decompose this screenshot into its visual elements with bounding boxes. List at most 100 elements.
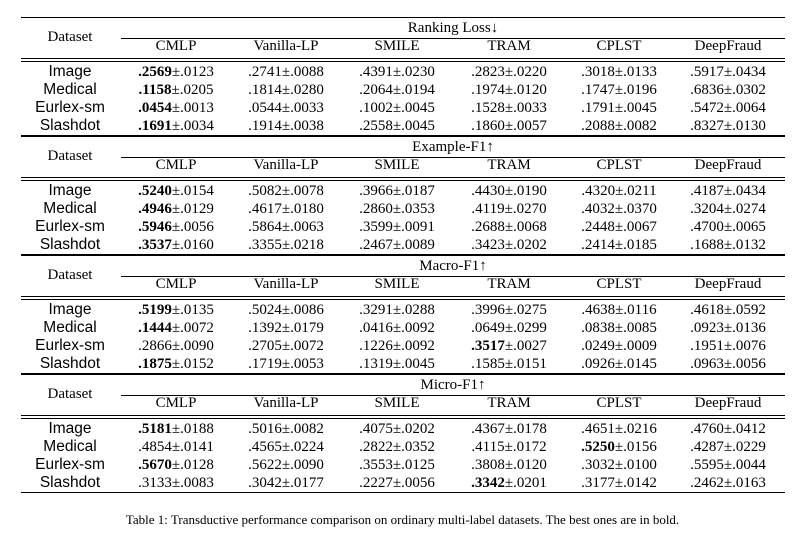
score-mean: .1747 <box>581 82 615 98</box>
score-std: ±.0090 <box>281 457 324 473</box>
score-mean: .3553 <box>359 457 393 473</box>
dataset-name: Image <box>48 63 92 80</box>
score-std: ±.0156 <box>614 439 657 455</box>
score-mean: .2860 <box>359 201 393 217</box>
column-header: Vanilla-LP <box>253 276 319 292</box>
score-std: ±.0092 <box>392 320 435 336</box>
score-std: ±.0190 <box>504 183 547 199</box>
score-cell: .2866±.0090 <box>120 338 232 355</box>
score-std: ±.0185 <box>614 237 657 253</box>
score-mean: .5622 <box>248 457 282 473</box>
metric-underline <box>121 157 785 158</box>
score-cell: .2414±.0185 <box>563 237 675 254</box>
score-std: ±.0088 <box>281 64 324 80</box>
score-mean: .4119 <box>471 201 505 217</box>
score-std: ±.0216 <box>614 421 657 437</box>
score-cell: .1974±.0120 <box>453 82 565 99</box>
column-header: DeepFraud <box>694 157 762 173</box>
score-std: ±.0202 <box>504 237 547 253</box>
score-std: ±.0033 <box>281 100 324 116</box>
score-cell: .0838±.0085 <box>563 320 675 337</box>
score-std: ±.0056 <box>723 356 766 372</box>
score-mean: .3423 <box>471 237 505 253</box>
column-header: CMLP <box>155 276 197 292</box>
score-mean: .3966 <box>359 183 393 199</box>
score-mean: .2448 <box>581 219 615 235</box>
score-cell: .2822±.0352 <box>341 439 453 456</box>
score-std: ±.0224 <box>281 439 324 455</box>
score-mean: .4760 <box>690 421 724 437</box>
best-score: .3537 <box>138 237 172 253</box>
metric-section: Dataset Macro-F1↑ CMLP Vanilla-LP SMILE TRAM C… <box>21 255 785 374</box>
score-mean: .4700 <box>690 219 724 235</box>
score-std: ±.0038 <box>281 118 324 134</box>
score-std: ±.0187 <box>392 183 435 199</box>
score-mean: .4187 <box>690 183 724 199</box>
score-std: ±.0091 <box>392 219 435 235</box>
column-header: DeepFraud <box>694 276 762 292</box>
score-mean: .5024 <box>248 302 282 318</box>
score-cell: .0544±.0033 <box>230 100 342 117</box>
score-mean: .0963 <box>690 356 724 372</box>
metric-section: Dataset Ranking Loss↓ CMLP Vanilla-LP SMILE T… <box>21 17 785 136</box>
score-cell: .2064±.0194 <box>341 82 453 99</box>
score-std: ±.0120 <box>504 82 547 98</box>
dataset-name: Medical <box>43 438 97 455</box>
score-mean: .4638 <box>581 302 616 318</box>
score-cell: .1691±.0034 <box>120 118 232 135</box>
bottom-rule <box>21 492 785 493</box>
score-cell: .5250±.0156 <box>563 439 675 456</box>
dataset-header: Dataset <box>47 267 93 283</box>
score-mean: .4391 <box>359 64 393 80</box>
score-cell: .4320±.0211 <box>563 183 675 200</box>
score-std: ±.0092 <box>392 338 435 354</box>
score-std: ±.0128 <box>171 457 214 473</box>
score-cell: .4187±.0434 <box>672 183 784 200</box>
score-mean: .3599 <box>359 219 393 235</box>
metric-underline <box>121 38 785 39</box>
score-std: ±.0045 <box>614 100 657 116</box>
score-cell: .3042±.0177 <box>230 475 342 492</box>
score-mean: .1814 <box>248 82 282 98</box>
score-mean: .0649 <box>471 320 505 336</box>
top-rule <box>21 255 785 256</box>
score-cell: .1719±.0053 <box>230 356 342 373</box>
score-std: ±.0270 <box>504 201 547 217</box>
score-cell: .3808±.0120 <box>453 457 565 474</box>
score-std: ±.0229 <box>723 439 766 455</box>
score-mean: .5864 <box>248 219 282 235</box>
score-mean: .3204 <box>690 201 724 217</box>
score-std: ±.0275 <box>504 302 547 318</box>
score-mean: .3291 <box>359 302 393 318</box>
score-cell: .4618±.0592 <box>672 302 784 319</box>
score-cell: .5016±.0082 <box>230 421 342 438</box>
best-score: .5946 <box>138 219 172 235</box>
score-cell: .4115±.0172 <box>453 439 565 456</box>
score-cell: .2569±.0123 <box>120 64 232 81</box>
score-mean: .2462 <box>690 475 724 491</box>
column-header: CPLST <box>596 157 642 173</box>
score-mean: .2866 <box>138 338 172 354</box>
score-std: ±.0163 <box>723 475 766 491</box>
score-mean: .2822 <box>359 439 393 455</box>
header-rule <box>21 58 785 59</box>
score-std: ±.0044 <box>723 457 766 473</box>
table-caption: Table 1: Transductive performance compar… <box>125 512 680 527</box>
best-score: .5181 <box>138 421 172 437</box>
dataset-header: Dataset <box>47 386 93 402</box>
score-std: ±.0352 <box>392 439 435 455</box>
score-std: ±.0123 <box>171 64 214 80</box>
score-mean: .3042 <box>248 475 282 491</box>
score-std: ±.0274 <box>723 201 766 217</box>
header-rule <box>21 299 785 300</box>
score-std: ±.0592 <box>723 302 766 318</box>
score-mean: .2414 <box>581 237 615 253</box>
score-mean: .4367 <box>471 421 505 437</box>
score-std: ±.0082 <box>281 421 324 437</box>
score-cell: .1875±.0152 <box>120 356 232 373</box>
score-cell: .3966±.0187 <box>341 183 453 200</box>
column-header: CPLST <box>596 395 642 411</box>
score-cell: .6836±.0302 <box>672 82 784 99</box>
score-std: ±.0053 <box>281 356 324 372</box>
score-mean: .3177 <box>581 475 615 491</box>
